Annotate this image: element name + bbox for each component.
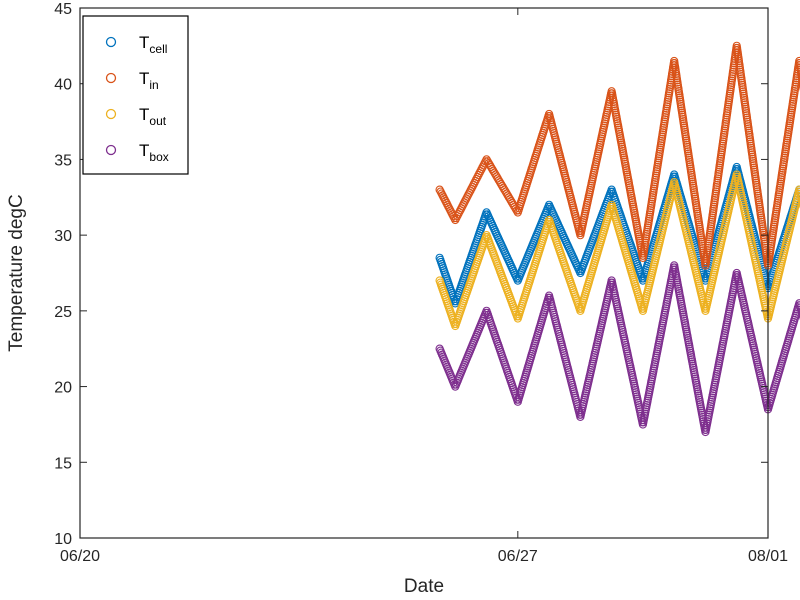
temperature-chart: 101520253035404506/2006/2707/0407/1107/1… [0,0,800,600]
